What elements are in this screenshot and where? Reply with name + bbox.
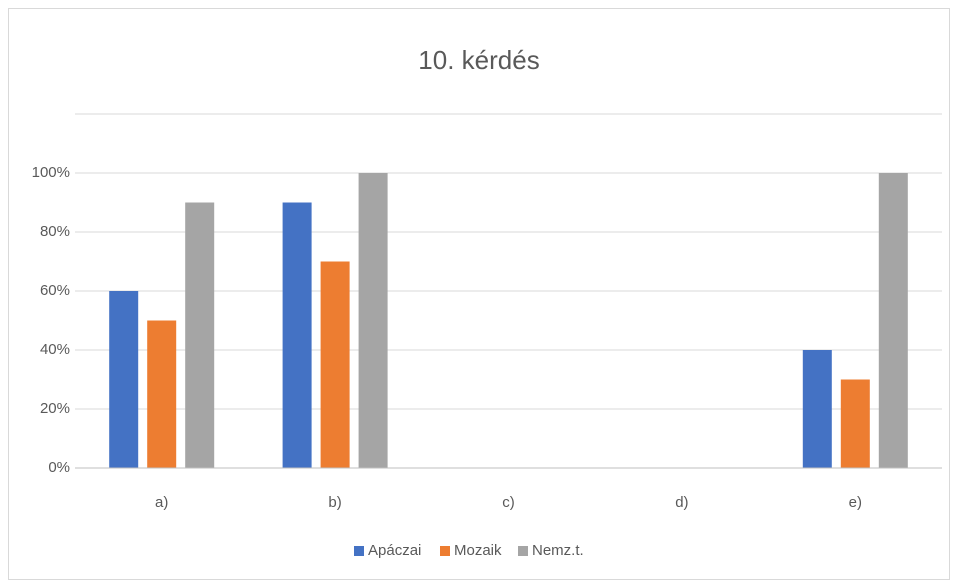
- legend-label: Mozaik: [454, 542, 502, 559]
- legend-label: Apáczai: [368, 542, 421, 559]
- legend-label: Nemz.t.: [532, 542, 584, 559]
- bar: [282, 202, 312, 468]
- bar: [358, 173, 388, 468]
- y-tick-label: 60%: [40, 282, 70, 299]
- bar: [802, 350, 832, 468]
- y-tick-label: 40%: [40, 341, 70, 358]
- legend-swatch: [354, 546, 364, 556]
- chart-title: 10. kérdés: [418, 45, 539, 75]
- x-tick-label: a): [155, 494, 168, 511]
- x-tick-label: c): [502, 494, 515, 511]
- y-tick-label: 80%: [40, 223, 70, 240]
- bar: [320, 261, 350, 468]
- x-tick-label: b): [328, 494, 341, 511]
- bar: [109, 291, 139, 468]
- bar: [185, 202, 215, 468]
- legend-swatch: [440, 546, 450, 556]
- x-tick-label: e): [849, 494, 862, 511]
- y-tick-label: 0%: [48, 459, 70, 476]
- bar: [147, 320, 177, 468]
- y-tick-label: 100%: [32, 164, 70, 181]
- chart-border: [8, 8, 950, 580]
- legend-swatch: [518, 546, 528, 556]
- y-tick-label: 20%: [40, 400, 70, 417]
- bar: [840, 379, 870, 468]
- bar: [878, 173, 908, 468]
- x-tick-label: d): [675, 494, 688, 511]
